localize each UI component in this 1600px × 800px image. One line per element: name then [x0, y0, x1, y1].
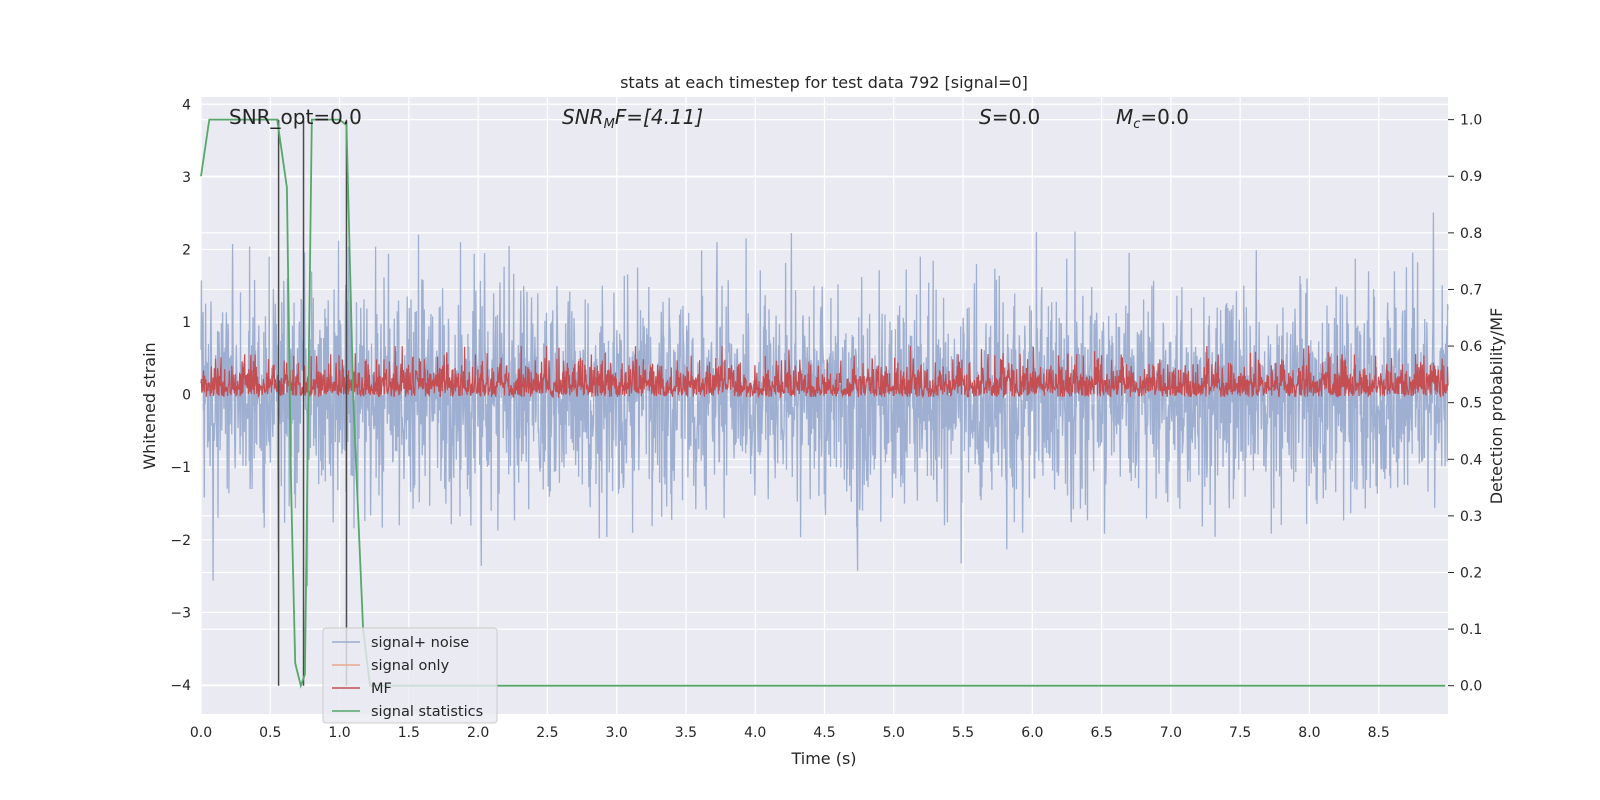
signal-noise-line: [200, 212, 1449, 587]
y-tick-label: 4: [182, 97, 191, 113]
annotation-snr-opt: SNR_opt=0.0: [229, 105, 362, 129]
legend: signal+ noise signal only MF signal stat…: [322, 627, 498, 724]
y-tick-label: −2: [170, 533, 191, 549]
y2-tick-label: 0.4: [1460, 452, 1482, 468]
legend-label-mf: MF: [371, 681, 392, 697]
x-tick-label: 3.0: [606, 725, 628, 741]
annotation-s: S=0.0: [979, 105, 1040, 129]
annotation-mc: Mc=0.0: [1116, 105, 1189, 132]
x-tick-label: 6.5: [1090, 725, 1112, 741]
y2-tick-label: 0.8: [1460, 226, 1482, 242]
y-tick-label: 2: [182, 242, 191, 258]
y2-tick-label: 0.7: [1460, 282, 1482, 298]
mf-line: [200, 346, 1449, 399]
x-tick-label: 2.0: [467, 725, 489, 741]
annotation-mc-rest: =0.0: [1140, 105, 1189, 129]
y2-tick-label: 1.0: [1460, 113, 1482, 129]
annotation-mc-sub: c: [1133, 117, 1140, 132]
x-tick-label: 1.5: [398, 725, 420, 741]
y-tick-label: 0: [182, 388, 191, 404]
x-tick-label: 5.5: [952, 725, 974, 741]
y2-tick-label: 0.9: [1460, 169, 1482, 185]
signal-noise-series: [200, 212, 1449, 587]
annotation-mc-main: M: [1116, 105, 1133, 129]
x-tick-label: 1.0: [328, 725, 350, 741]
x-tick-label: 5.0: [883, 725, 905, 741]
y-tick-label: 1: [182, 315, 191, 331]
y-tick-label: 3: [182, 170, 191, 186]
x-tick-label: 0.5: [259, 725, 281, 741]
y-axis-label: Whitened strain: [140, 342, 159, 469]
x-tick-label: 2.5: [536, 725, 558, 741]
signal-statistics-line: [200, 118, 1446, 689]
vertical-markers: [277, 119, 348, 686]
y2-tick-label: 0.2: [1460, 565, 1482, 581]
x-axis-ticks: 0.0 0.5 1.0 1.5 2.0 2.5 3.0 3.5 4.0 4.5 5.0 5.5 6.0 6…: [190, 725, 1390, 741]
x-tick-label: 0.0: [190, 725, 212, 741]
y-tick-label: −3: [170, 605, 191, 621]
signal-statistics-series: [200, 118, 1446, 689]
y-axis-ticks: 4 3 2 1 0 −1 −2 −3 −4: [170, 97, 191, 694]
annotation-snr-mf-rest: F=[4.11]: [615, 105, 703, 129]
y-tick-label: −4: [170, 678, 191, 694]
annotation-s-main: S: [979, 105, 992, 129]
y2-tick-label: 0.5: [1460, 396, 1482, 412]
legend-label-signal-noise: signal+ noise: [371, 635, 469, 651]
x-tick-label: 3.5: [675, 725, 697, 741]
annotation-snr-mf-main: SNR: [562, 105, 604, 129]
mf-series: [200, 346, 1449, 399]
x-tick-label: 4.5: [813, 725, 835, 741]
x-axis-label: Time (s): [790, 749, 856, 768]
x-tick-label: 4.0: [744, 725, 766, 741]
x-tick-label: 8.0: [1298, 725, 1320, 741]
annotation-s-rest: =0.0: [992, 105, 1041, 129]
y2-tick-label: 0.6: [1460, 339, 1482, 355]
annotation-snr-mf-sub: M: [604, 117, 615, 132]
annotation-snr-mf: SNRMF=[4.11]: [562, 105, 703, 132]
legend-label-signal-only: signal only: [371, 658, 450, 674]
x-tick-label: 7.5: [1229, 725, 1251, 741]
chart-title: stats at each timestep for test data 792…: [620, 73, 1028, 92]
y2-tick-label: 0.1: [1460, 622, 1482, 638]
y2-axis-ticks: 1.0 0.9 0.8 0.7 0.6 0.5 0.4 0.3 0.2 0.1 0.0: [1448, 113, 1482, 695]
x-tick-label: 8.5: [1368, 725, 1390, 741]
x-tick-label: 6.0: [1021, 725, 1043, 741]
legend-box: [322, 627, 498, 724]
y-tick-label: −1: [170, 460, 191, 476]
legend-label-signal-statistics: signal statistics: [371, 704, 483, 720]
y2-tick-label: 0.0: [1460, 679, 1482, 695]
y2-tick-label: 0.3: [1460, 509, 1482, 525]
x-tick-label: 7.0: [1160, 725, 1182, 741]
y2-axis-label: Detection probability/MF: [1487, 308, 1506, 505]
